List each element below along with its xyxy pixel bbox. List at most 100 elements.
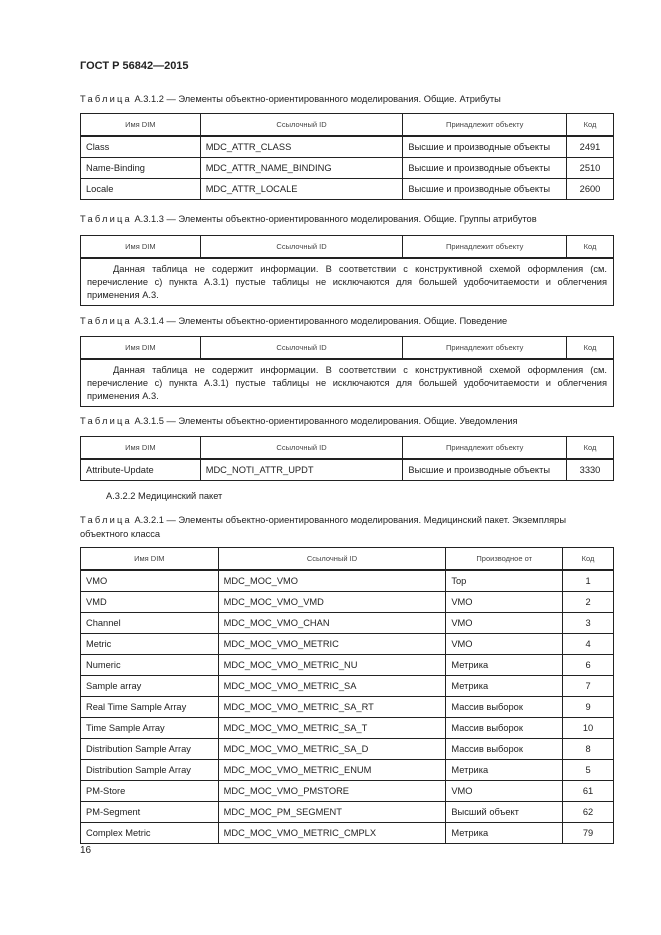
document-header: ГОСТ Р 56842—2015 [80,60,189,72]
column-header: Принадлежит объекту [402,436,568,460]
note-text: Данная таблица не содержит информации. В… [87,264,607,300]
table-cell: 6 [562,654,614,676]
table-row: Numeric MDC_MOC_VMO_METRIC_NU Метрика 6 [80,654,614,676]
table-cell: 2600 [566,178,614,200]
table-caption: Таблица А.3.1.4 — Элементы объектно-орие… [80,314,614,328]
table-cell: 1 [562,569,614,592]
table-cell: MDC_MOC_VMO_PMSTORE [217,780,447,802]
table-cell: PM-Segment [80,801,219,823]
table-cell: 9 [562,696,614,718]
table-cell: Numeric [80,654,219,676]
table-cell: MDC_MOC_VMO_METRIC_SA_RT [217,696,447,718]
table-cell: Метрика [445,759,564,781]
table-row: Distribution Sample Array MDC_MOC_VMO_MET… [80,759,614,781]
table-cell: VMD [80,591,219,613]
table-cell: Метрика [445,675,564,697]
table-cell: MDC_MOC_VMO_METRIC_SA [217,675,447,697]
table-cell: Массив выборок [445,717,564,739]
table-cell: MDC_MOC_PM_SEGMENT [217,801,447,823]
table-cell: Высший объект [445,801,564,823]
table-cell: 3330 [566,458,614,481]
column-header: Ссылочный ID [199,436,404,460]
column-header: Код [566,113,614,137]
table-row: Complex Metric MDC_MOC_VMO_METRIC_CMPLX Ме… [80,822,614,844]
table-header-row: Имя DIM Ссылочный ID Производное от Код [80,547,614,571]
table-cell: MDC_ATTR_NAME_BINDING [199,157,404,179]
table-row: Class MDC_ATTR_CLASS Высшие и производные … [80,135,614,158]
table-row: VMO MDC_MOC_VMO Top 1 [80,569,614,592]
table-cell: Массив выборок [445,696,564,718]
table-caption: Таблица А.3.2.1 — Элементы объектно-орие… [80,513,614,541]
table-row: VMD MDC_MOC_VMO_VMD VMO 2 [80,591,614,613]
table-cell: 8 [562,738,614,760]
column-header: Принадлежит объекту [402,336,568,360]
column-header: Принадлежит объекту [402,113,568,137]
table-label: Таблица [80,316,132,326]
table-cell: VMO [445,780,564,802]
table-cell: MDC_MOC_VMO_METRIC_SA_T [217,717,447,739]
column-header: Код [566,436,614,460]
table-cell: Class [80,135,201,158]
table-cell: Метрика [445,654,564,676]
table-cell: 5 [562,759,614,781]
table-cell: MDC_MOC_VMO_METRIC_SA_D [217,738,447,760]
table-cell: Channel [80,612,219,634]
table-cell: 2491 [566,135,614,158]
data-table: Имя DIM Ссылочный ID Принадлежит объекту Ко… [80,336,614,407]
table-note: Данная таблица не содержит информации. В… [80,358,614,407]
table-cell: MDC_MOC_VMO_METRIC_NU [217,654,447,676]
table-row: Name-Binding MDC_ATTR_NAME_BINDING Высшие … [80,157,614,179]
table-row: Time Sample Array MDC_MOC_VMO_METRIC_SA_T… [80,717,614,739]
column-header: Имя DIM [80,336,201,360]
column-header: Производное от [445,547,564,571]
table-row: Данная таблица не содержит информации. В… [80,358,614,407]
table-cell: 3 [562,612,614,634]
table-row: Locale MDC_ATTR_LOCALE Высшие и производны… [80,178,614,200]
table-cell: 79 [562,822,614,844]
table-cell: Distribution Sample Array [80,738,219,760]
table-caption-text: А.3.1.2 — Элементы объектно-ориентирован… [134,94,501,104]
table-header-row: Имя DIM Ссылочный ID Принадлежит объекту Ко… [80,336,614,360]
table-row: PM-Store MDC_MOC_VMO_PMSTORE VMO 61 [80,780,614,802]
table-row: Sample array MDC_MOC_VMO_METRIC_SA Метрика… [80,675,614,697]
table-header-row: Имя DIM Ссылочный ID Принадлежит объекту Ко… [80,235,614,259]
table-note: Данная таблица не содержит информации. В… [80,257,614,306]
table-cell: Массив выборок [445,738,564,760]
table-caption: Таблица А.3.1.3 — Элементы объектно-орие… [80,212,614,226]
table-row: Real Time Sample Array MDC_MOC_VMO_METRIC… [80,696,614,718]
table-cell: 2510 [566,157,614,179]
table-cell: Distribution Sample Array [80,759,219,781]
table-cell: MDC_MOC_VMO_CHAN [217,612,447,634]
column-header: Ссылочный ID [199,336,404,360]
column-header: Принадлежит объекту [402,235,568,259]
note-text: Данная таблица не содержит информации. В… [87,365,607,401]
data-table: Имя DIM Ссылочный ID Принадлежит объекту Ко… [80,436,614,481]
table-caption: Таблица А.3.1.2 — Элементы объектно-орие… [80,92,614,106]
table-cell: Time Sample Array [80,717,219,739]
table-cell: Высшие и производные объекты [402,178,568,200]
column-header: Имя DIM [80,113,201,137]
column-header: Имя DIM [80,235,201,259]
table-caption: Таблица А.3.1.5 — Элементы объектно-орие… [80,414,614,428]
table-cell: PM-Store [80,780,219,802]
table-cell: VMO [445,633,564,655]
table-cell: MDC_MOC_VMO_VMD [217,591,447,613]
column-header: Ссылочный ID [199,113,404,137]
table-cell: MDC_MOC_VMO_METRIC [217,633,447,655]
table-cell: Complex Metric [80,822,219,844]
column-header: Ссылочный ID [199,235,404,259]
table-cell: MDC_ATTR_CLASS [199,135,404,158]
table-cell: 10 [562,717,614,739]
table-caption-text: А.3.1.4 — Элементы объектно-ориентирован… [134,316,508,326]
table-cell: Metric [80,633,219,655]
page-number: 16 [80,845,92,856]
table-cell: Attribute-Update [80,458,201,481]
table-cell: Высшие и производные объекты [402,135,568,158]
table-cell: VMO [445,612,564,634]
data-table: Имя DIM Ссылочный ID Производное от Код VMO M… [80,547,614,844]
table-row: PM-Segment MDC_MOC_PM_SEGMENT Высший объек… [80,801,614,823]
data-table: Имя DIM Ссылочный ID Принадлежит объекту Ко… [80,113,614,200]
table-caption-text: А.3.1.3 — Элементы объектно-ориентирован… [134,214,537,224]
table-header-row: Имя DIM Ссылочный ID Принадлежит объекту Ко… [80,113,614,137]
table-cell: Высшие и производные объекты [402,157,568,179]
